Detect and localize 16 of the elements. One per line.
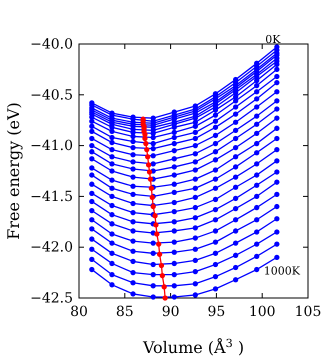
annotation: 0K — [265, 33, 282, 46]
x-tick-label: 85 — [116, 304, 134, 320]
y-tick-label: −41.0 — [30, 138, 73, 154]
y-tick-label: −42.0 — [30, 240, 73, 256]
y-axis-title: Free energy (eV) — [4, 102, 23, 240]
y-tick-label: −40.0 — [30, 36, 73, 52]
annotation: 1000K — [264, 264, 301, 278]
y-tick-label: −40.5 — [30, 87, 73, 104]
x-tick-label: 90 — [162, 304, 180, 320]
x-tick-label: 95 — [207, 304, 226, 320]
x-axis-title: Volume (Å$^{3}$ ) — [142, 336, 244, 357]
x-tick-label: 80 — [70, 304, 88, 320]
x-tick-label: 105 — [294, 304, 322, 320]
y-tick-label: −41.5 — [30, 188, 73, 205]
x-tick-label: 100 — [248, 304, 276, 320]
y-tick-label: −42.5 — [30, 290, 73, 306]
